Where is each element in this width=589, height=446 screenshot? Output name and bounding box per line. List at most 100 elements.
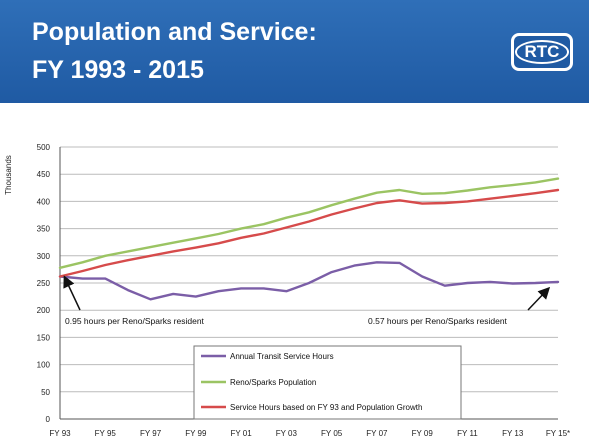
- series-0-point: [330, 271, 333, 273]
- x-tick-label: FY 11: [457, 429, 478, 438]
- series-1-point: [489, 186, 491, 189]
- annotation-right: 0.57 hours per Reno/Sparks resident: [368, 316, 508, 326]
- series-1-point: [104, 255, 107, 257]
- series-1-point: [59, 267, 61, 269]
- legend-label-service-hours: Annual Transit Service Hours: [230, 352, 334, 361]
- y-tick-label: 50: [41, 388, 50, 397]
- x-tick-label: FY 01: [230, 429, 252, 438]
- series-0-point: [195, 295, 197, 298]
- legend: Annual Transit Service Hours Reno/Sparks…: [193, 345, 462, 420]
- page-title-line1: Population and Service:: [32, 18, 317, 46]
- y-tick-label: 250: [37, 279, 51, 288]
- series-1-point: [421, 193, 424, 195]
- y-tick-label: 500: [37, 143, 51, 152]
- series-1-point: [466, 189, 469, 192]
- series-0-point: [557, 281, 559, 283]
- x-tick-label: FY 13: [502, 429, 524, 438]
- x-tick-label: FY 99: [185, 429, 207, 438]
- series-1-point: [172, 241, 174, 244]
- x-tick-label: FY 15*: [546, 429, 570, 438]
- series-0-point: [421, 275, 424, 278]
- series-2-point: [172, 250, 174, 253]
- series-0-point: [398, 262, 401, 264]
- series-2-point: [398, 199, 401, 202]
- series-0-point: [534, 282, 537, 284]
- series-0-point: [285, 290, 288, 292]
- series-1-point: [353, 197, 356, 200]
- y-axis-ticks: 0 50 100 150 200 250 300 350 400 450 500: [37, 143, 51, 424]
- series-2-point: [240, 237, 242, 239]
- series-2-point: [285, 226, 288, 229]
- series-1-point: [285, 216, 288, 219]
- series-0-point: [217, 290, 220, 292]
- series-1-point: [557, 177, 559, 180]
- series-2-point: [195, 246, 197, 249]
- series-2-point: [104, 264, 107, 266]
- series-0-point: [376, 261, 378, 264]
- y-tick-label: 100: [37, 361, 51, 370]
- x-tick-label: FY 03: [276, 429, 298, 438]
- x-tick-label: FY 05: [321, 429, 343, 438]
- legend-box: [193, 345, 462, 420]
- page-title-line2: FY 1993 - 2015: [32, 56, 204, 84]
- series-2-point: [511, 195, 514, 197]
- series-2-point: [149, 255, 152, 257]
- series-2-point: [376, 202, 378, 204]
- series-1-point: [217, 233, 220, 235]
- series-0-point: [172, 293, 174, 295]
- series-2-point: [444, 202, 446, 204]
- rtc-logo: RTC: [511, 33, 573, 71]
- legend-label-projected-hours: Service Hours based on FY 93 and Populat…: [230, 403, 422, 412]
- legend-label-population: Reno/Sparks Population: [230, 378, 316, 387]
- series-1-point: [308, 211, 310, 214]
- series-0-point: [127, 289, 129, 291]
- y-tick-label: 300: [37, 252, 51, 261]
- series-2-point: [59, 275, 61, 278]
- series-0-point: [262, 287, 265, 290]
- series-2-point: [217, 242, 220, 245]
- series-0-point: [149, 298, 152, 301]
- series-2-point: [308, 220, 310, 223]
- series-0-point: [81, 277, 84, 280]
- series-0-point: [466, 282, 469, 284]
- x-tick-label: FY 97: [140, 429, 162, 438]
- series-2-point: [330, 213, 333, 216]
- y-tick-label: 0: [46, 415, 51, 424]
- series-1-point: [240, 227, 242, 230]
- series-1-point: [149, 246, 152, 248]
- series-2-point: [262, 232, 265, 235]
- series-1-point: [127, 250, 129, 253]
- series-0-point: [353, 264, 356, 267]
- annotation-left: 0.95 hours per Reno/Sparks resident: [65, 316, 205, 326]
- series-1-point: [195, 237, 197, 240]
- y-tick-label: 450: [37, 170, 51, 179]
- series-0-point: [240, 287, 242, 290]
- series-0-point: [308, 282, 310, 284]
- logo-text: RTC: [524, 42, 560, 61]
- series-0-point: [511, 282, 514, 285]
- title-banner: Population and Service: FY 1993 - 2015 R…: [0, 0, 589, 103]
- series-0-point: [444, 284, 446, 287]
- series-0-point: [104, 277, 107, 280]
- y-axis-label: Thousands: [4, 155, 13, 195]
- series-0-point: [489, 281, 491, 283]
- y-tick-label: 150: [37, 333, 51, 342]
- series-2-point: [466, 200, 469, 203]
- y-tick-label: 350: [37, 225, 51, 234]
- series-2-point: [557, 189, 559, 191]
- series-1-point: [534, 181, 537, 184]
- x-axis-ticks: FY 93 FY 95 FY 97 FY 99 FY 01 FY 03 FY 05 FY 07…: [49, 429, 570, 438]
- annotation-arrow-left: [63, 275, 81, 311]
- annotation-arrow-right: [527, 286, 551, 311]
- x-tick-label: FY 07: [366, 429, 388, 438]
- series-2-point: [353, 207, 356, 210]
- series-2-point: [534, 192, 537, 194]
- chart-series: [58, 177, 560, 301]
- series-1-point: [398, 189, 401, 191]
- series-1-point: [376, 191, 378, 194]
- series-2-point: [421, 202, 424, 205]
- x-tick-label: FY 93: [49, 429, 71, 438]
- series-2-point: [127, 259, 129, 261]
- y-tick-label: 400: [37, 197, 51, 206]
